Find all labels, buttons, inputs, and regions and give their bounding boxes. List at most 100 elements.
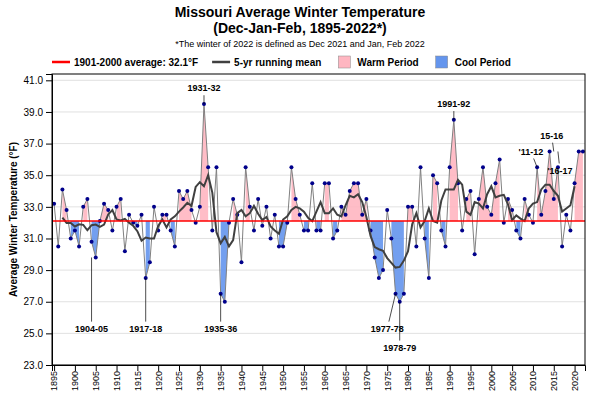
x-tick: 1940 <box>237 365 247 391</box>
point <box>106 208 110 212</box>
y-tick-label: 31.0 <box>24 233 44 244</box>
point <box>377 276 381 280</box>
tick-mark <box>241 365 242 371</box>
point <box>564 213 568 217</box>
x-tick-label: 1910 <box>112 371 122 391</box>
y-tick-label: 29.0 <box>24 265 44 276</box>
x-axis: 1895190019051910191519201925193019351940… <box>49 365 585 391</box>
x-tick-label: 2015 <box>549 371 559 391</box>
point <box>498 157 502 161</box>
x-tick: 2000 <box>487 365 497 391</box>
point <box>552 197 556 201</box>
x-tick: 1995 <box>466 365 476 391</box>
tick-mark <box>137 365 138 371</box>
point <box>319 229 323 233</box>
tick-mark <box>117 365 118 371</box>
plot-frame <box>52 74 585 365</box>
point <box>431 173 435 177</box>
legend-label: 5-yr running mean <box>234 57 321 68</box>
tick-mark <box>533 365 534 371</box>
point <box>523 197 527 201</box>
point <box>110 229 114 233</box>
point <box>477 197 481 201</box>
legend: 1901-2000 average: 32.1°F5-yr running me… <box>52 56 511 68</box>
tick-mark <box>325 365 326 371</box>
x-tick: 1955 <box>299 365 309 391</box>
x-tick: 1950 <box>278 365 288 391</box>
x-tick-label: 1980 <box>403 371 413 391</box>
x-tick-label: 1970 <box>362 371 372 391</box>
tick-mark <box>46 175 52 176</box>
annotation: 1931-32 <box>187 83 220 93</box>
tick-mark <box>46 365 52 366</box>
point <box>344 213 348 217</box>
point <box>77 244 81 248</box>
tick-mark <box>200 365 201 371</box>
y-tick-label: 27.0 <box>24 296 44 307</box>
x-tick: 1925 <box>174 365 184 391</box>
point <box>419 165 423 169</box>
x-tick-label: 1990 <box>445 371 455 391</box>
tick-mark <box>75 365 76 371</box>
grid-line <box>52 270 585 271</box>
y-tick: 25.0 <box>24 328 52 339</box>
annotation-leader <box>453 111 454 120</box>
point <box>335 229 339 233</box>
tick-mark <box>429 365 430 371</box>
tick-mark <box>179 365 180 371</box>
point <box>248 205 252 209</box>
y-tick-label: 41.0 <box>24 75 44 86</box>
grid-line <box>52 238 585 239</box>
x-tick-label: 1975 <box>383 371 393 391</box>
area <box>58 221 570 302</box>
tick-mark <box>575 365 576 371</box>
point <box>94 255 98 259</box>
y-tick: 37.0 <box>24 138 52 149</box>
point <box>381 268 385 272</box>
x-tick: 1945 <box>258 365 268 391</box>
point <box>169 229 173 233</box>
point <box>364 197 368 201</box>
annotation-leader <box>534 158 537 167</box>
x-tick-label: 1960 <box>320 371 330 391</box>
point <box>385 208 389 212</box>
point <box>427 276 431 280</box>
point <box>560 244 564 248</box>
point <box>273 213 277 217</box>
line <box>54 104 583 302</box>
x-tick: 1900 <box>70 365 80 391</box>
point <box>181 197 185 201</box>
point <box>406 205 410 209</box>
grid-line <box>52 111 585 112</box>
point <box>402 292 406 296</box>
point <box>231 197 235 201</box>
x-tick: 2005 <box>508 365 518 391</box>
y-tick-label: 25.0 <box>24 328 44 339</box>
point <box>135 224 139 228</box>
y-tick: 35.0 <box>24 170 52 181</box>
point <box>294 197 298 201</box>
point <box>214 165 218 169</box>
tick-mark <box>283 365 284 371</box>
legend-symbol <box>212 61 230 64</box>
point <box>115 205 119 209</box>
point <box>198 205 202 209</box>
point <box>177 189 181 193</box>
annotation: 15-16 <box>540 131 563 141</box>
tick-mark <box>46 80 52 81</box>
point <box>56 244 60 248</box>
x-tick: 1905 <box>91 365 101 391</box>
point <box>373 255 377 259</box>
y-tick: 27.0 <box>24 296 52 307</box>
y-axis: 23.025.027.029.031.033.035.037.039.041.0 <box>24 75 53 371</box>
x-tick-label: 1915 <box>133 371 143 391</box>
point <box>514 229 518 233</box>
tick-mark <box>387 365 388 371</box>
point <box>352 181 356 185</box>
point <box>493 181 497 185</box>
point <box>310 181 314 185</box>
tick-mark <box>54 365 55 371</box>
tick-mark <box>491 365 492 371</box>
point <box>539 213 543 217</box>
legend-item: Warm Period <box>338 56 418 68</box>
